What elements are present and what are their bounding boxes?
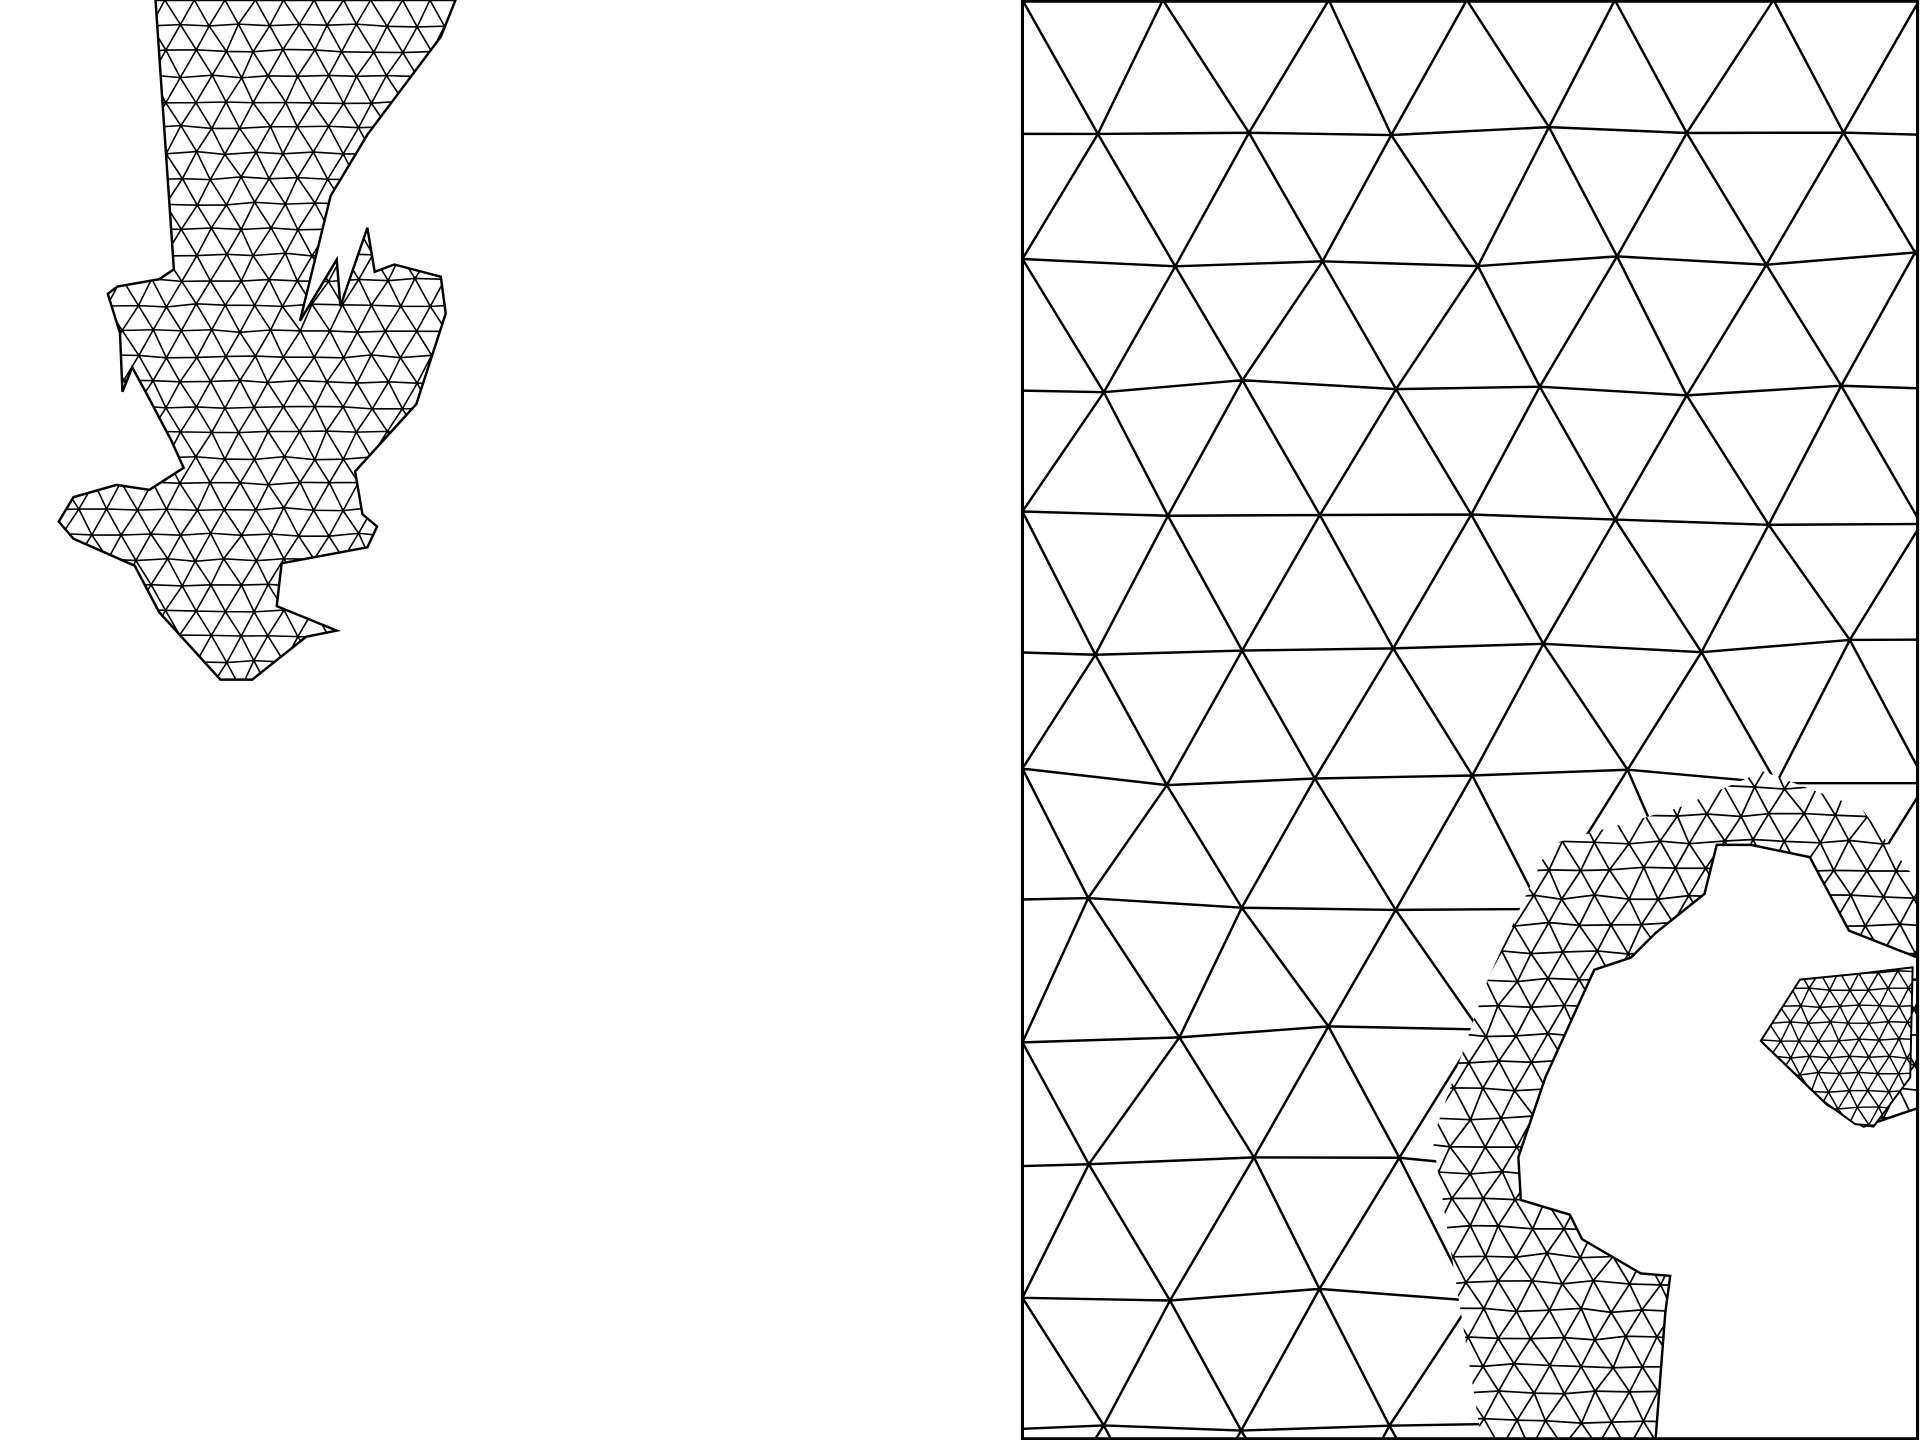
mesh-lines — [58, 0, 456, 680]
mesh-layers — [57, 0, 1920, 1440]
domain-border — [1020, 0, 1920, 1440]
left-outline — [57, 0, 457, 681]
